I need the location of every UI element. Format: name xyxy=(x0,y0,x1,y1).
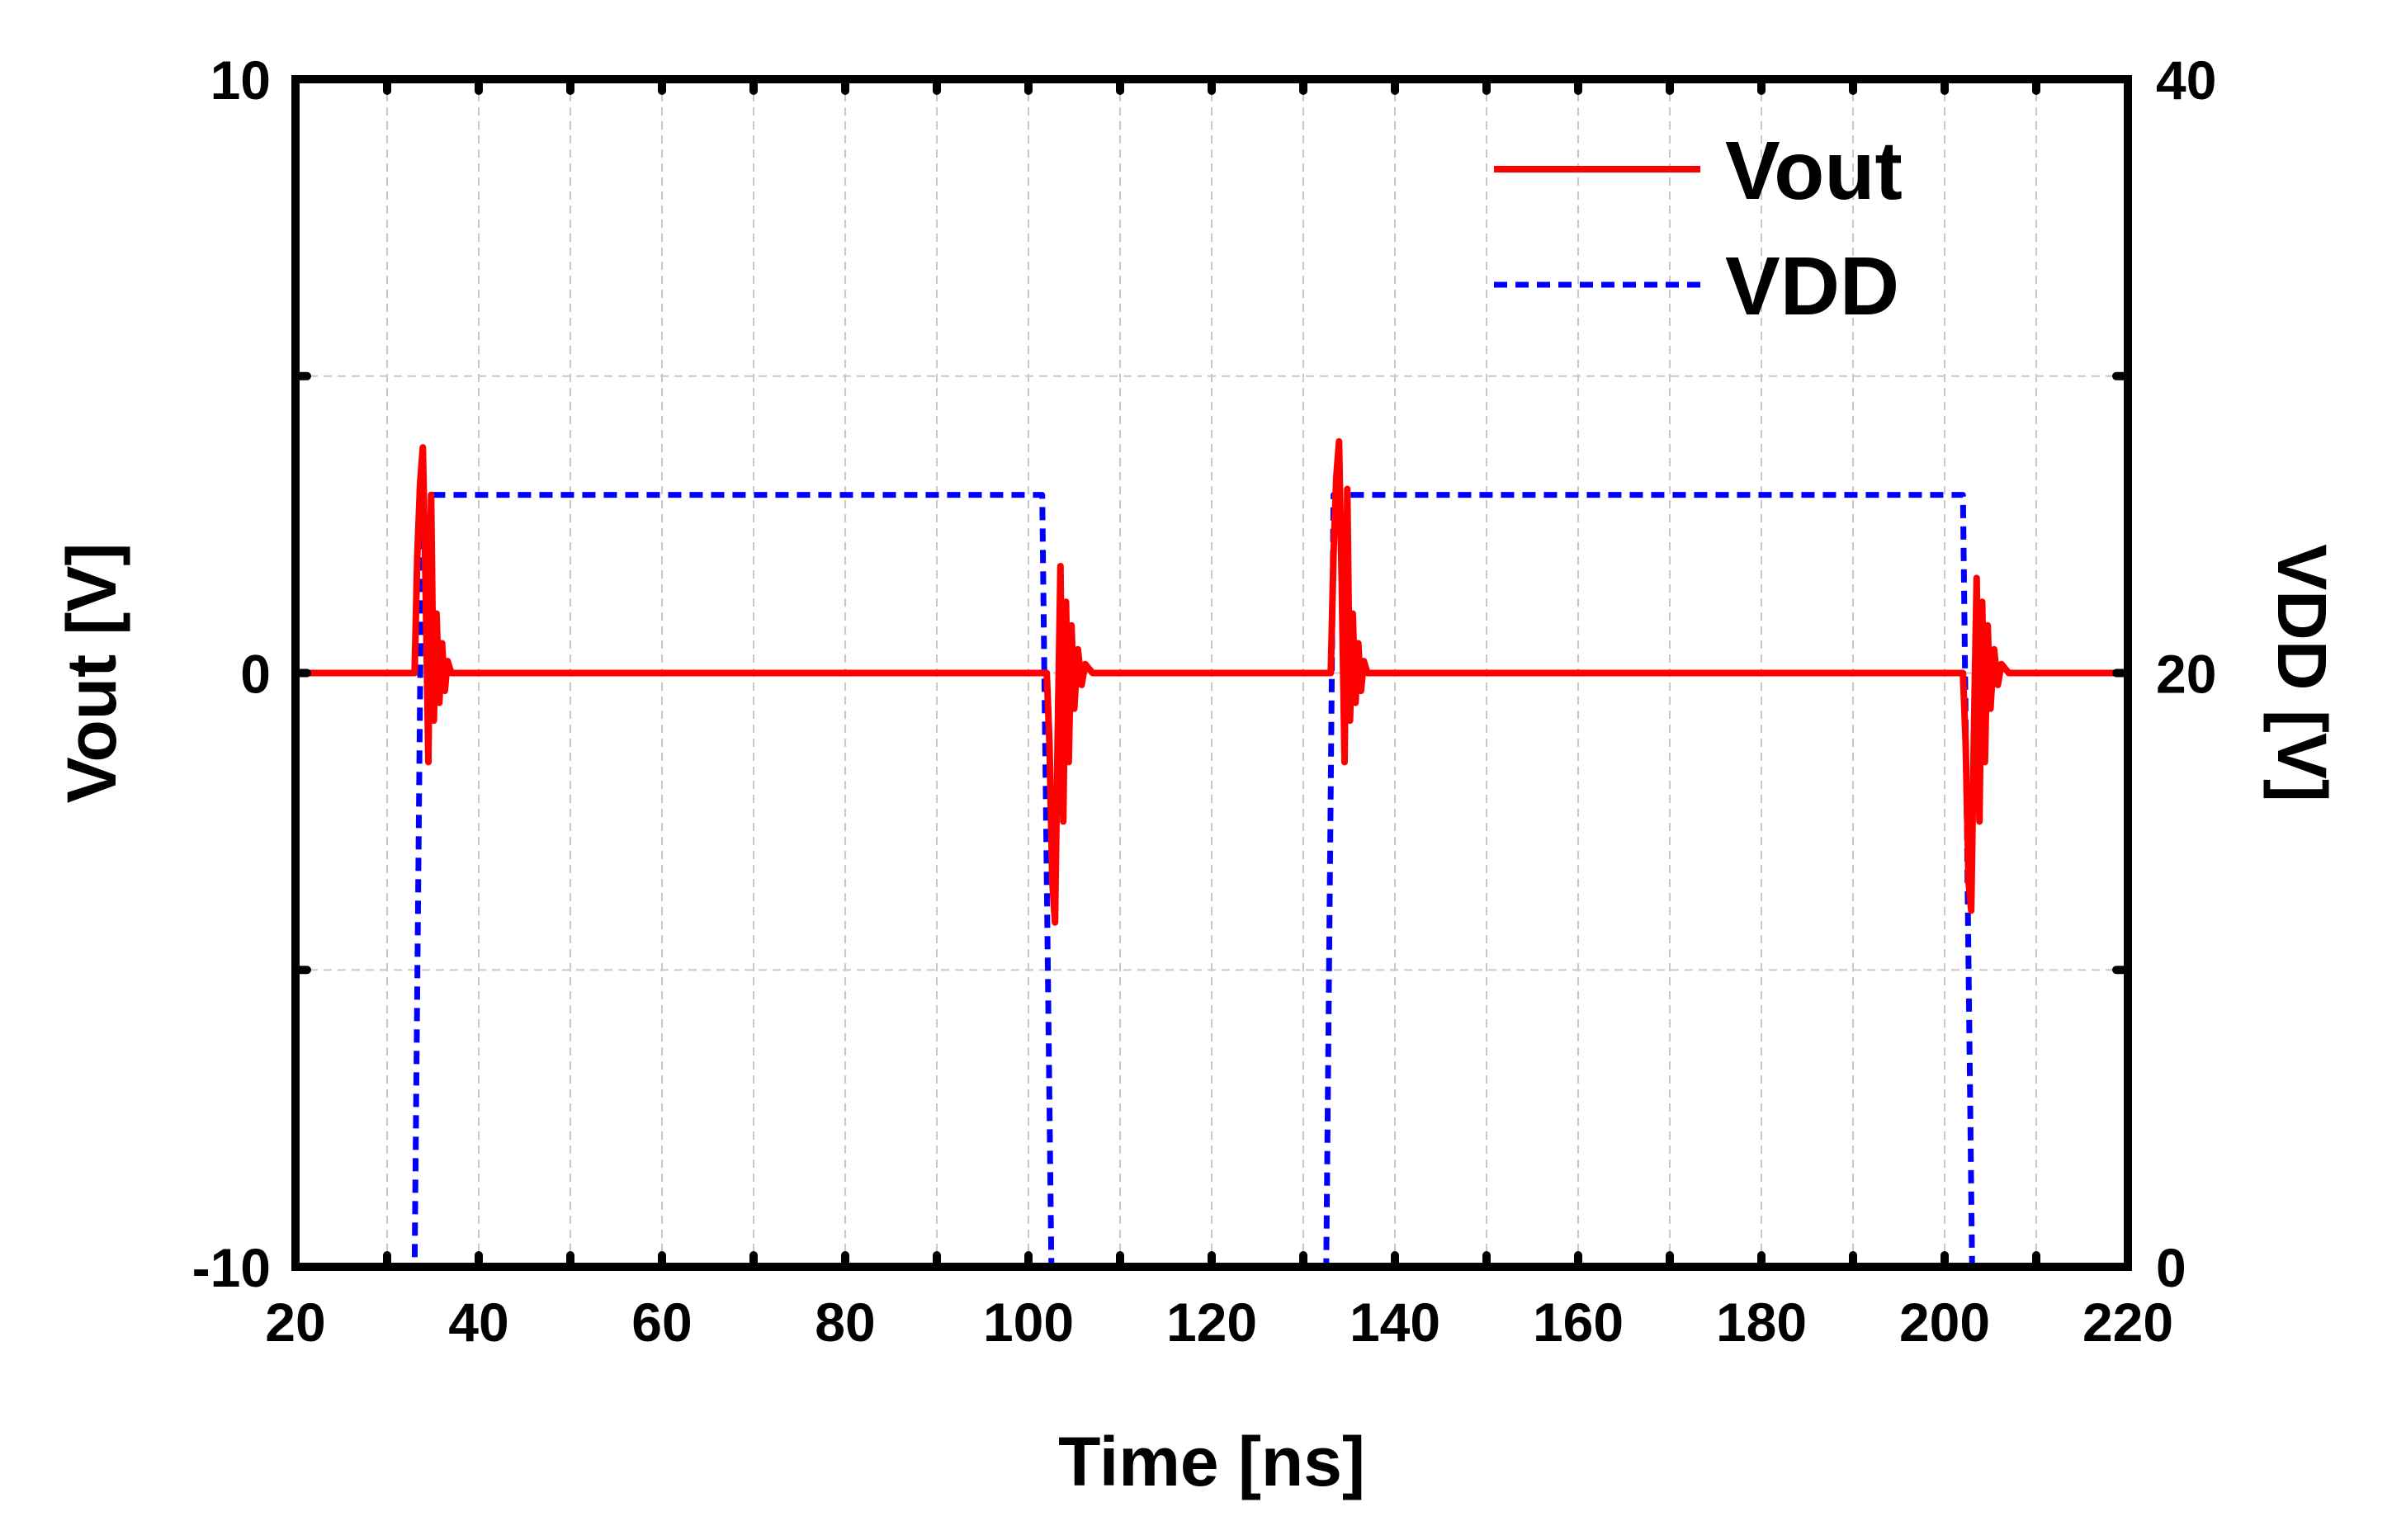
x-axis-title: Time [ns] xyxy=(1058,1423,1365,1500)
x-tick-label: 140 xyxy=(1350,1292,1440,1353)
legend-label-vdd: VDD xyxy=(1725,240,1899,333)
right-y-tick-label: 20 xyxy=(2156,644,2216,705)
legend-label-vout: Vout xyxy=(1725,125,1903,217)
x-tick-label: 80 xyxy=(815,1292,875,1353)
series-layer xyxy=(295,437,2128,1270)
left-y-tick-labels: -10 0 10 xyxy=(192,50,271,1298)
x-tick-label: 200 xyxy=(1899,1292,1990,1353)
legend: Vout VDD xyxy=(1494,125,1903,333)
x-tick-labels: 20 40 60 80 100 120 140 160 180 200 220 xyxy=(265,1292,2173,1353)
right-y-tick-labels: 0 20 40 xyxy=(2156,50,2216,1298)
x-tick-label: 60 xyxy=(631,1292,692,1353)
x-tick-label: 100 xyxy=(983,1292,1074,1353)
left-y-tick-label: 0 xyxy=(240,644,271,705)
x-tick-label: 120 xyxy=(1166,1292,1257,1353)
series-line-vout xyxy=(295,437,2128,926)
left-y-tick-label: -10 xyxy=(192,1237,271,1298)
tick-marks xyxy=(291,75,2132,1271)
x-tick-label: 20 xyxy=(265,1292,325,1353)
right-y-tick-label: 0 xyxy=(2156,1237,2186,1298)
left-y-tick-label: 10 xyxy=(210,50,271,111)
x-tick-label: 160 xyxy=(1533,1292,1624,1353)
x-tick-label: 220 xyxy=(2082,1292,2173,1353)
x-tick-label: 180 xyxy=(1716,1292,1807,1353)
left-y-axis-title: Vout [V] xyxy=(53,543,130,804)
right-y-axis-title: VDD [V] xyxy=(2263,544,2341,802)
right-y-tick-label: 40 xyxy=(2156,50,2216,111)
x-tick-label: 40 xyxy=(448,1292,508,1353)
